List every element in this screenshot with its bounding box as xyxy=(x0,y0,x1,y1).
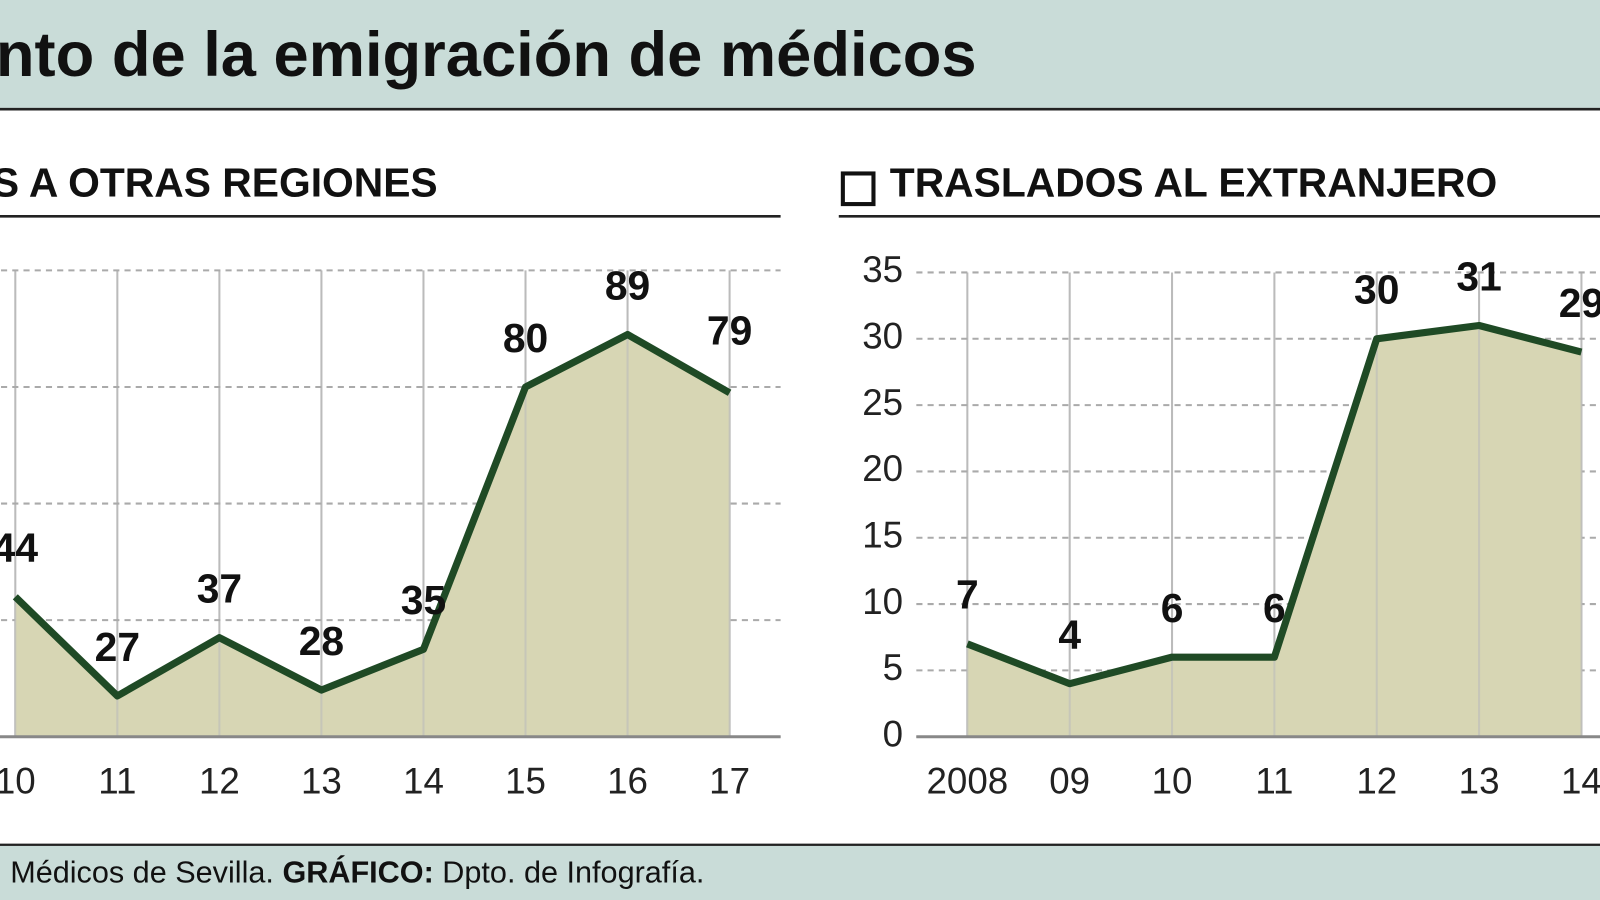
x-tick-label: 10 xyxy=(0,760,36,801)
value-label: 44 xyxy=(0,525,38,571)
x-tick-label: 13 xyxy=(301,760,342,801)
y-tick-label: 30 xyxy=(862,315,903,356)
area xyxy=(967,325,1582,737)
credit: Dpto. de Infografía. xyxy=(442,856,704,890)
line xyxy=(966,321,1583,688)
plots: 1011121314151617204060801004427372835808… xyxy=(0,249,1600,801)
x-tick-label: 14 xyxy=(403,760,444,801)
value-label: 6 xyxy=(1263,585,1286,631)
value-label: 28 xyxy=(299,618,344,664)
footer-band xyxy=(0,845,1600,900)
legend-square xyxy=(840,171,876,207)
value-label: 29 xyxy=(1559,280,1600,326)
main-title: nto de la emigración de médicos xyxy=(0,20,977,90)
x-tick-label: 13 xyxy=(1459,760,1500,801)
x-tick-label: 17 xyxy=(709,760,750,801)
y-tick-label: 5 xyxy=(883,647,903,688)
value-label: 30 xyxy=(1354,267,1399,313)
value-label: 79 xyxy=(707,307,752,353)
value-label: 89 xyxy=(605,262,650,308)
footer-text: Médicos de Sevilla. GRÁFICO: Dpto. de In… xyxy=(10,855,704,890)
value-label: 37 xyxy=(197,566,242,612)
value-label: 6 xyxy=(1161,585,1184,631)
x-tick-label: 12 xyxy=(1356,760,1397,801)
area xyxy=(15,334,730,737)
x-tick-label: 10 xyxy=(1152,760,1193,801)
value-label: 80 xyxy=(503,315,548,361)
y-tick-label: 10 xyxy=(862,581,903,622)
value-label: 35 xyxy=(401,577,446,623)
y-tick-label: 20 xyxy=(862,448,903,489)
x-tick-label: 14 xyxy=(1561,760,1600,801)
y-tick-label: 0 xyxy=(883,713,903,754)
value-label: 31 xyxy=(1456,253,1501,299)
line xyxy=(12,330,732,700)
source: Médicos de Sevilla. xyxy=(10,856,274,890)
x-tick-label: 11 xyxy=(1255,760,1293,801)
chart-title: TRASLADOS AL EXTRANJERO xyxy=(890,159,1497,205)
x-tick-label: 11 xyxy=(98,760,136,801)
value-label: 27 xyxy=(95,624,140,670)
header-band xyxy=(0,0,1600,109)
value-label: 4 xyxy=(1058,612,1081,658)
x-tick-label: 2008 xyxy=(927,760,1009,801)
x-tick-label: 16 xyxy=(607,760,648,801)
y-tick-label: 15 xyxy=(862,514,903,555)
chart-title: S A OTRAS REGIONES xyxy=(0,159,438,205)
x-tick-label: 09 xyxy=(1049,760,1090,801)
credit-label: GRÁFICO: xyxy=(282,855,433,890)
value-label: 7 xyxy=(956,572,979,618)
y-tick-label: 25 xyxy=(862,382,903,423)
x-tick-label: 15 xyxy=(505,760,546,801)
x-tick-label: 12 xyxy=(199,760,240,801)
y-tick-label: 35 xyxy=(862,249,903,290)
